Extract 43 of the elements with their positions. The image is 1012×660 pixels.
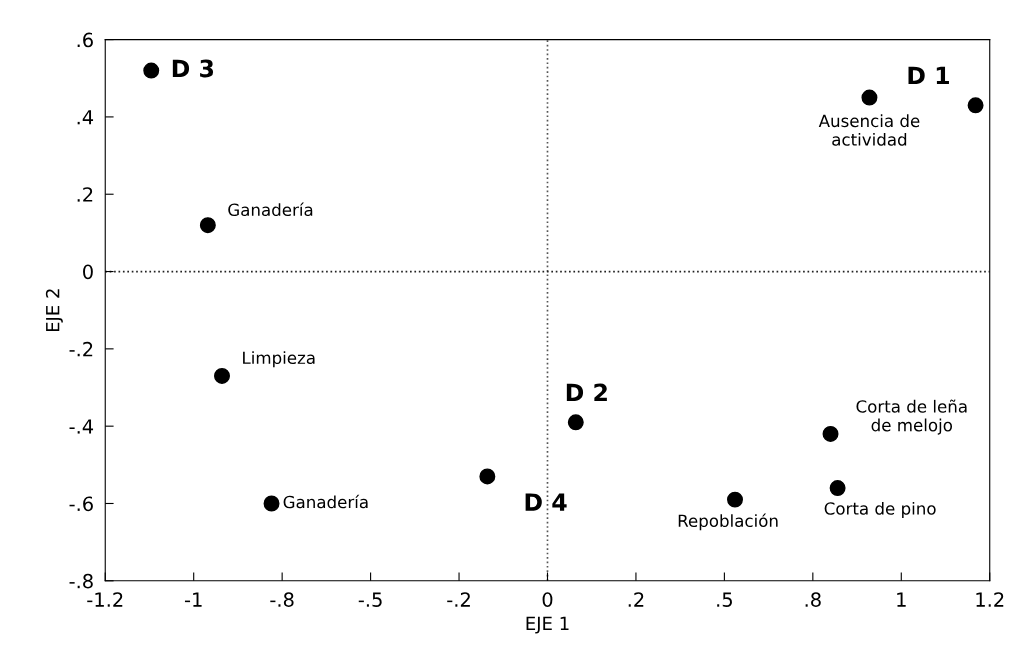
annotation: D 4 [525, 493, 567, 511]
y-tick-label: -.6 [69, 496, 93, 512]
y-tick-label: -.8 [69, 573, 93, 589]
x-tick-label: .2 [628, 592, 644, 607]
x-tick-label: .5 [717, 592, 732, 607]
x-tick-label: -.8 [270, 592, 294, 607]
x-tick-label: 1.2 [976, 592, 1004, 607]
point [861, 89, 878, 106]
annotation: Repoblación [678, 513, 778, 531]
y-tick-label: -.4 [69, 419, 94, 434]
y-tick-label: .4 [77, 110, 94, 125]
x-tick-label: .8 [805, 592, 821, 607]
point [829, 480, 846, 497]
x-tick-label: 0 [542, 592, 553, 607]
point [479, 468, 496, 485]
annotation: Ausencia de actividad [818, 114, 920, 146]
annotation: D 2 [566, 383, 607, 402]
y-tick-label: -.2 [69, 341, 93, 357]
x-tick-label: -.2 [447, 592, 470, 607]
x-tick-label: 1 [897, 592, 906, 607]
x-tick-label: -1.2 [87, 592, 123, 607]
annotation: Ganadería [228, 202, 313, 217]
annotation: D 3 [172, 59, 214, 78]
point [143, 62, 160, 79]
y-tick-label: .6 [77, 32, 93, 48]
y-axis-title: EJE 2 [45, 289, 63, 332]
point [727, 491, 743, 508]
x-tick-label: -1 [184, 592, 202, 607]
point [567, 414, 584, 431]
annotation: Limpieza [243, 351, 315, 368]
annotation: D 1 [908, 66, 949, 85]
point [199, 217, 216, 234]
y-tick-label: 0 [83, 264, 93, 280]
y-tick-label: .2 [77, 187, 93, 202]
point [214, 367, 230, 384]
x-axis-title: EJE 1 [526, 616, 569, 634]
annotation: Corta de leña de melojo [856, 399, 967, 435]
annotation: Corta de pino [824, 501, 936, 519]
annotation: Ganadería [283, 494, 368, 509]
x-tick-label: -.5 [358, 592, 382, 607]
point [263, 495, 280, 512]
point [967, 97, 984, 114]
point [822, 425, 839, 442]
